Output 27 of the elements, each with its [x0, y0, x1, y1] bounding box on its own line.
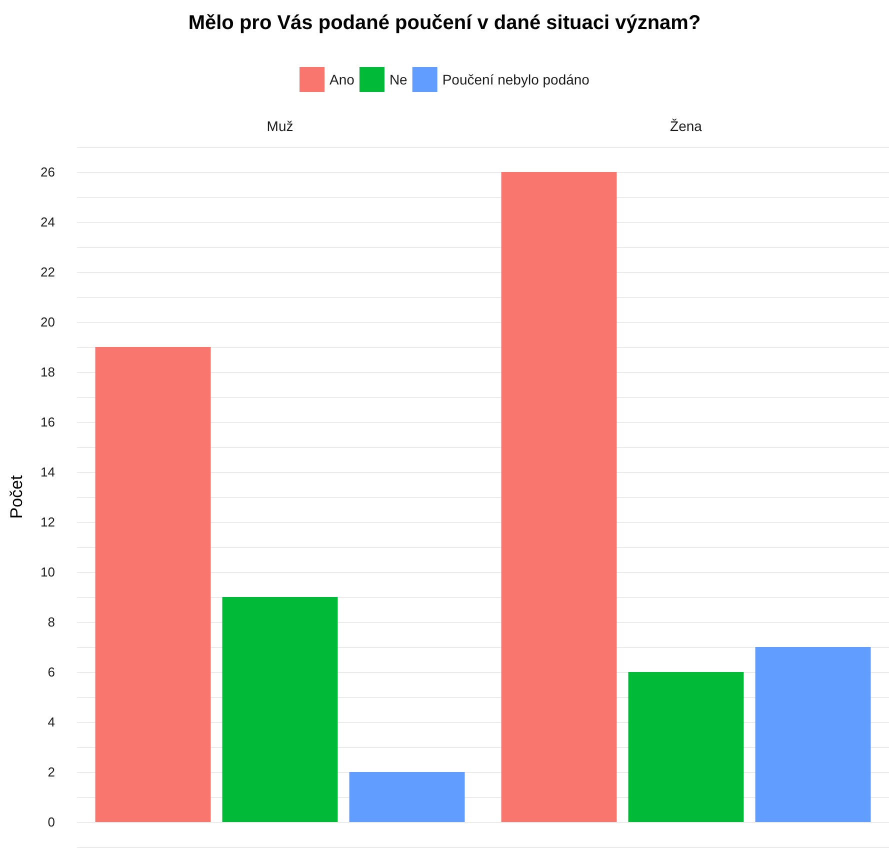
y-tick-label: 10: [40, 564, 55, 580]
y-tick-label: 14: [40, 464, 55, 480]
y-tick-label: 24: [40, 214, 55, 230]
y-axis-title: Počet: [7, 474, 26, 519]
x-tick-label: Žena: [670, 118, 702, 134]
y-tick-label: 26: [40, 164, 55, 180]
x-tick-label: Muž: [266, 118, 294, 134]
y-tick-label: 8: [48, 614, 55, 630]
y-tick-label: 22: [40, 264, 55, 280]
bar: [628, 672, 744, 822]
y-tick-label: 18: [40, 364, 55, 380]
y-tick-label: 16: [40, 414, 55, 430]
legend-label: Ne: [389, 72, 408, 88]
y-tick-label: 4: [48, 714, 55, 730]
chart-title: Mělo pro Vás podané poučení v dané situaci význam?: [188, 12, 701, 34]
y-tick-label: 12: [40, 514, 55, 530]
legend-label: Ano: [330, 72, 355, 88]
y-tick-label: 20: [40, 314, 55, 330]
y-tick-label: 6: [48, 664, 55, 680]
y-tick-label: 0: [48, 814, 55, 830]
bar: [349, 772, 465, 822]
legend-label: Poučení nebylo podáno: [442, 72, 590, 88]
bar: [501, 172, 617, 822]
bar: [95, 347, 211, 822]
bar: [222, 597, 338, 822]
bar: [755, 647, 871, 822]
y-tick-label: 2: [48, 764, 55, 780]
